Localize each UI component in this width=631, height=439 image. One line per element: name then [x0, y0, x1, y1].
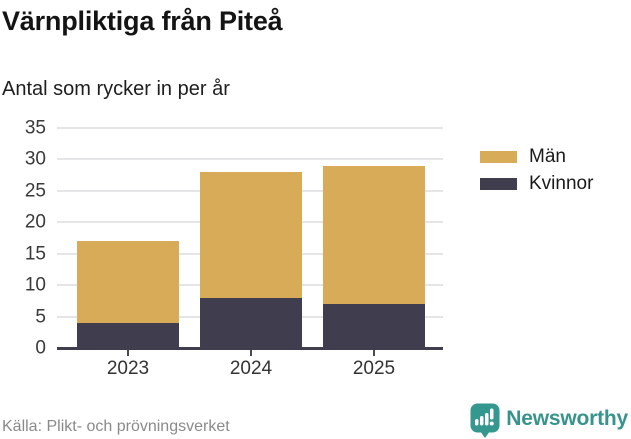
x-axis: 2023 2024 2025: [57, 350, 443, 392]
legend: Män Kvinnor: [480, 145, 593, 196]
bar-segment-kvinnor-2025: [323, 304, 425, 348]
x-axis-line: [57, 347, 443, 350]
y-tick-label: 25: [24, 180, 46, 202]
chart-title: Värnpliktiga från Piteå: [2, 6, 283, 36]
legend-item-män: Män: [480, 145, 593, 169]
y-axis: 0 5 10 15 20 25 30 35: [0, 119, 46, 358]
x-axis-tick: [250, 350, 252, 356]
newsworthy-icon: [470, 403, 500, 439]
plot-area: [57, 127, 443, 348]
legend-label: Kvinnor: [529, 173, 594, 194]
legend-item-kvinnor: Kvinnor: [480, 172, 593, 196]
gridline: [57, 127, 443, 129]
legend-swatch: [480, 178, 517, 190]
bar-segment-män-2025: [323, 165, 425, 304]
x-axis-tick: [127, 350, 129, 356]
legend-swatch: [480, 151, 517, 163]
newsworthy-logo[interactable]: Newsworthy: [470, 403, 628, 439]
y-tick-label: 35: [24, 117, 46, 139]
y-tick-label: 0: [35, 337, 46, 359]
bar-segment-män-2023: [77, 241, 179, 323]
y-tick-label: 10: [24, 274, 46, 296]
y-tick-label: 5: [35, 306, 46, 328]
bar-segment-män-2024: [200, 172, 302, 298]
x-tick-label: 2024: [229, 358, 273, 379]
y-tick-label: 20: [24, 211, 46, 233]
newsworthy-wordmark: Newsworthy: [506, 407, 628, 430]
legend-label: Män: [529, 146, 566, 167]
chart-subtitle: Antal som rycker in per år: [2, 78, 230, 100]
x-tick-label: 2023: [106, 358, 150, 379]
x-tick-label: 2025: [352, 358, 396, 379]
bar-segment-kvinnor-2023: [77, 322, 179, 348]
y-tick-label: 15: [24, 243, 46, 265]
source-note: Källa: Plikt- och prövningsverket: [2, 418, 230, 435]
y-tick-label: 30: [24, 148, 46, 170]
gridline: [57, 158, 443, 161]
bar-segment-kvinnor-2024: [200, 297, 302, 348]
x-axis-tick: [373, 350, 375, 356]
